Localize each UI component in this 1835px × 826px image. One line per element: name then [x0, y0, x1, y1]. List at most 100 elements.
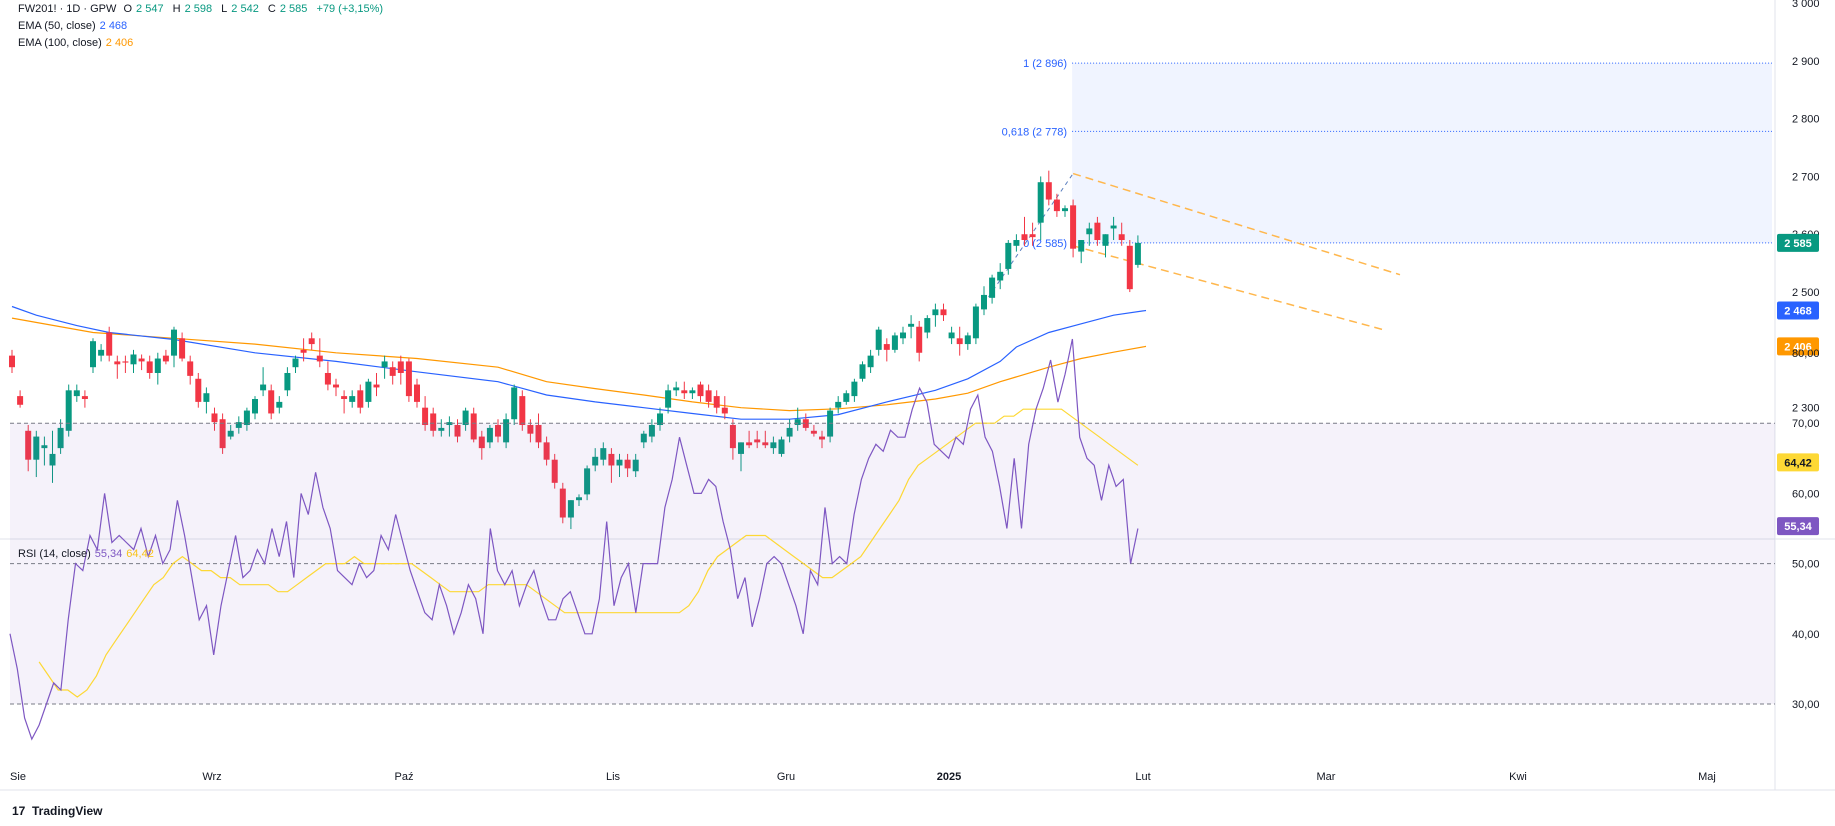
- close-label: C: [267, 3, 276, 15]
- candle-body: [932, 309, 939, 316]
- high-value: 2 598: [184, 3, 213, 15]
- price-tick-label: 3 000: [1792, 0, 1820, 10]
- candle-body: [924, 318, 931, 333]
- candle-body: [162, 355, 169, 362]
- rsi-value-badge: [1777, 517, 1819, 536]
- candle-body: [940, 309, 947, 316]
- candle-body: [632, 459, 639, 472]
- candle-body: [810, 430, 817, 434]
- candle-body: [576, 497, 582, 501]
- ema100-legend[interactable]: EMA (100, close) 2 406: [18, 37, 133, 49]
- candle-body: [146, 361, 153, 373]
- candle-body: [511, 387, 518, 420]
- candle-body: [486, 427, 493, 443]
- candle-body: [535, 425, 542, 443]
- ema50-price-badge: [1777, 301, 1819, 320]
- candle-body: [697, 384, 704, 397]
- candle-body: [41, 445, 48, 449]
- rsi-label: RSI (14, close): [18, 548, 91, 560]
- candle-body: [754, 439, 761, 443]
- candle-body: [681, 390, 688, 394]
- candle-body: [211, 413, 218, 423]
- candle-body: [284, 372, 291, 391]
- candle-body: [1005, 242, 1012, 269]
- candle-body: [1110, 225, 1117, 229]
- candle-body: [300, 349, 307, 353]
- time-tick-label: Wrz: [202, 771, 221, 783]
- rsi-tick-label: 80,00: [1792, 348, 1820, 360]
- candle-body: [648, 425, 655, 437]
- channel-lower-line: [1072, 245, 1384, 331]
- candle-body: [883, 344, 890, 350]
- candle-body: [470, 413, 477, 440]
- candle-body: [349, 396, 356, 402]
- candle-body: [260, 384, 267, 391]
- candle-body: [316, 355, 323, 362]
- price-tick-label: 2 700: [1792, 171, 1820, 183]
- candle-body: [640, 433, 647, 443]
- candle-body: [729, 425, 736, 449]
- candle-body: [819, 436, 825, 440]
- candle-body: [341, 396, 348, 399]
- candle-body: [689, 390, 696, 394]
- candle-body: [900, 332, 906, 339]
- ema50-legend[interactable]: EMA (50, close) 2 468: [18, 20, 127, 32]
- candle-body: [122, 361, 129, 363]
- candle-body: [835, 401, 842, 408]
- fib-level-label: 0 (2 585): [1023, 238, 1067, 250]
- candle-body: [9, 355, 15, 368]
- candle-body: [365, 381, 372, 402]
- time-tick-label: Lut: [1135, 771, 1150, 783]
- candle-body: [1118, 234, 1125, 241]
- candle-body: [851, 381, 858, 397]
- candle-body: [1053, 199, 1060, 212]
- candle-body: [1134, 242, 1141, 265]
- tv-logo-icon: 17: [12, 804, 26, 818]
- rsi-ma-legend-value: 64,42: [126, 548, 154, 560]
- candle-body: [203, 393, 210, 402]
- candle-body: [1070, 205, 1077, 249]
- candle-body: [276, 401, 283, 408]
- time-tick-label: Lis: [606, 771, 621, 783]
- candle-body: [786, 427, 793, 437]
- fib-level-label: 0,618 (2 778): [1002, 126, 1067, 138]
- candle-body: [867, 355, 874, 368]
- candle-body: [252, 398, 258, 414]
- candle-body: [65, 390, 72, 431]
- candle-body: [802, 419, 809, 428]
- candle-body: [495, 425, 501, 437]
- candle-body: [705, 390, 712, 402]
- fib-extension-zone: [1072, 63, 1772, 243]
- candle-body: [478, 436, 485, 449]
- rsi-line: [9, 338, 1139, 741]
- rsi-legend-value: 55,34: [94, 548, 123, 560]
- tradingview-logo[interactable]: 17 TradingView: [12, 804, 102, 818]
- candle-body: [187, 361, 194, 376]
- tv-brand-name: TradingView: [32, 804, 103, 818]
- rsi-legend[interactable]: RSI (14, close) 55,34 64,42: [18, 548, 154, 560]
- candle-body: [592, 456, 599, 466]
- candle-body: [1029, 234, 1036, 238]
- low-value: 2 542: [231, 3, 259, 15]
- ema100-label: EMA (100, close): [18, 37, 102, 49]
- rsi-ma-value-badge-text: 64,42: [1784, 457, 1812, 469]
- candle-body: [446, 422, 453, 426]
- candle-body: [106, 332, 113, 356]
- time-tick-label: Kwi: [1509, 771, 1527, 783]
- ema100-price-badge: [1777, 337, 1819, 356]
- candle-body: [171, 329, 177, 356]
- time-tick-label: Mar: [1317, 771, 1336, 783]
- candle-body: [25, 430, 32, 460]
- candle-body: [989, 277, 996, 298]
- candle-body: [875, 329, 882, 350]
- candle-body: [195, 378, 202, 402]
- candle-body: [551, 459, 558, 483]
- last-price-badge-text: 2 585: [1784, 238, 1812, 250]
- candle-body: [381, 361, 388, 368]
- candle-body: [1102, 234, 1109, 246]
- candle-body: [859, 364, 866, 379]
- candle-body: [130, 354, 137, 365]
- candle-body: [843, 393, 850, 402]
- candle-body: [1094, 222, 1101, 241]
